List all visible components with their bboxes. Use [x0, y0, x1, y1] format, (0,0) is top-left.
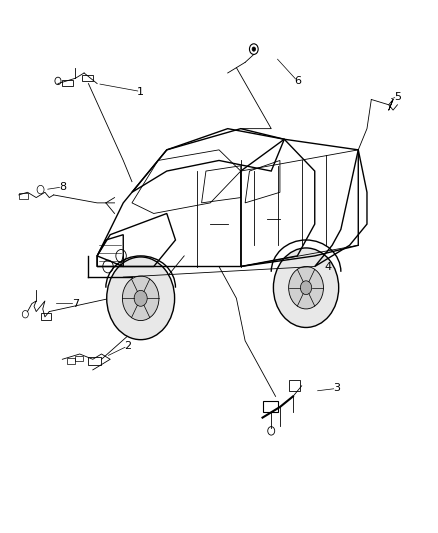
Bar	[75, 356, 83, 361]
Circle shape	[273, 248, 339, 327]
Circle shape	[107, 257, 175, 340]
Bar	[41, 313, 51, 319]
Circle shape	[122, 276, 159, 320]
Circle shape	[134, 290, 147, 306]
Bar	[67, 358, 74, 364]
Bar	[82, 75, 93, 81]
Bar	[262, 401, 278, 413]
Circle shape	[289, 266, 323, 309]
Text: 6: 6	[294, 76, 301, 86]
Text: 1: 1	[137, 86, 144, 96]
Text: 3: 3	[333, 383, 340, 393]
Bar	[289, 381, 300, 391]
Text: 2: 2	[124, 341, 131, 351]
Bar	[19, 193, 28, 199]
Text: 4: 4	[324, 262, 332, 271]
Text: 7: 7	[72, 298, 79, 309]
Circle shape	[252, 47, 255, 51]
Text: 5: 5	[394, 92, 401, 102]
Text: 8: 8	[59, 182, 66, 192]
Bar	[62, 80, 73, 86]
Circle shape	[300, 281, 312, 295]
Bar	[315, 286, 325, 292]
Bar	[88, 357, 102, 365]
